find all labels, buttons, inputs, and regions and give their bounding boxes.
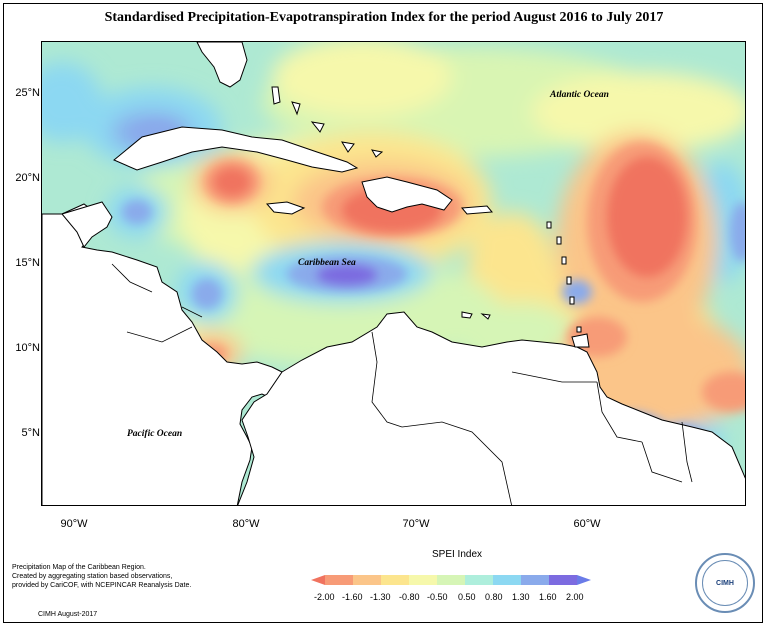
lat-label-25: 25°N [15,87,40,99]
legend-tick: 1.30 [512,592,530,602]
legend-swatch [577,575,591,585]
country-borders [111,263,693,505]
legend-title: SPEI Index [431,549,483,560]
note-line-3: provided by CariCOF, with NCEPINCAR Rean… [12,582,192,589]
label-caribbean-sea: Caribbean Sea [298,258,356,268]
legend-tick: 0.80 [485,592,503,602]
map-title: Standardised Precipitation-Evapotranspir… [104,10,664,25]
legend-swatch [325,575,353,585]
legend-tick: 1.60 [539,592,557,602]
lon-label-80: 80°W [232,518,260,530]
figure-frame [3,3,763,623]
lat-label-5: 5°N [21,427,40,439]
cimh-logo: CIMH [695,553,755,613]
lat-label-20: 20°N [15,172,40,184]
legend-tick: 2.00 [566,592,584,602]
lon-label-90: 90°W [60,518,88,530]
legend-swatch [549,575,577,585]
label-pacific-ocean: Pacific Ocean [127,429,183,439]
legend-tick: -1.30 [370,592,391,602]
spei-map: Atlantic Ocean Caribbean Sea Pacific Oce… [41,41,746,506]
legend-swatch [465,575,493,585]
lon-label-70: 70°W [402,518,430,530]
legend-swatch [381,575,409,585]
legend-swatch [521,575,549,585]
legend-swatch [409,575,437,585]
legend-colorbar [311,575,591,585]
legend-tick: -2.00 [314,592,335,602]
note-line-1: Precipitation Map of the Caribbean Regio… [12,564,146,571]
logo-ring [702,560,748,606]
credit-text: CIMH August-2017 [38,611,98,618]
lat-label-10: 10°N [15,342,40,354]
legend-tick: -0.80 [399,592,420,602]
legend-swatch [353,575,381,585]
note-line-2: Created by aggregating station based obs… [12,573,173,580]
legend-swatch [311,575,325,585]
legend-tick: 0.50 [458,592,476,602]
spei-field [42,42,745,505]
legend-tick: -0.50 [427,592,448,602]
label-atlantic-ocean: Atlantic Ocean [550,90,609,100]
lat-label-15: 15°N [15,257,40,269]
logo-text: CIMH [716,580,734,587]
legend-swatch [493,575,521,585]
legend-tick: -1.60 [342,592,363,602]
lon-label-60: 60°W [573,518,601,530]
legend-swatch [437,575,465,585]
land-outlines [42,42,745,505]
